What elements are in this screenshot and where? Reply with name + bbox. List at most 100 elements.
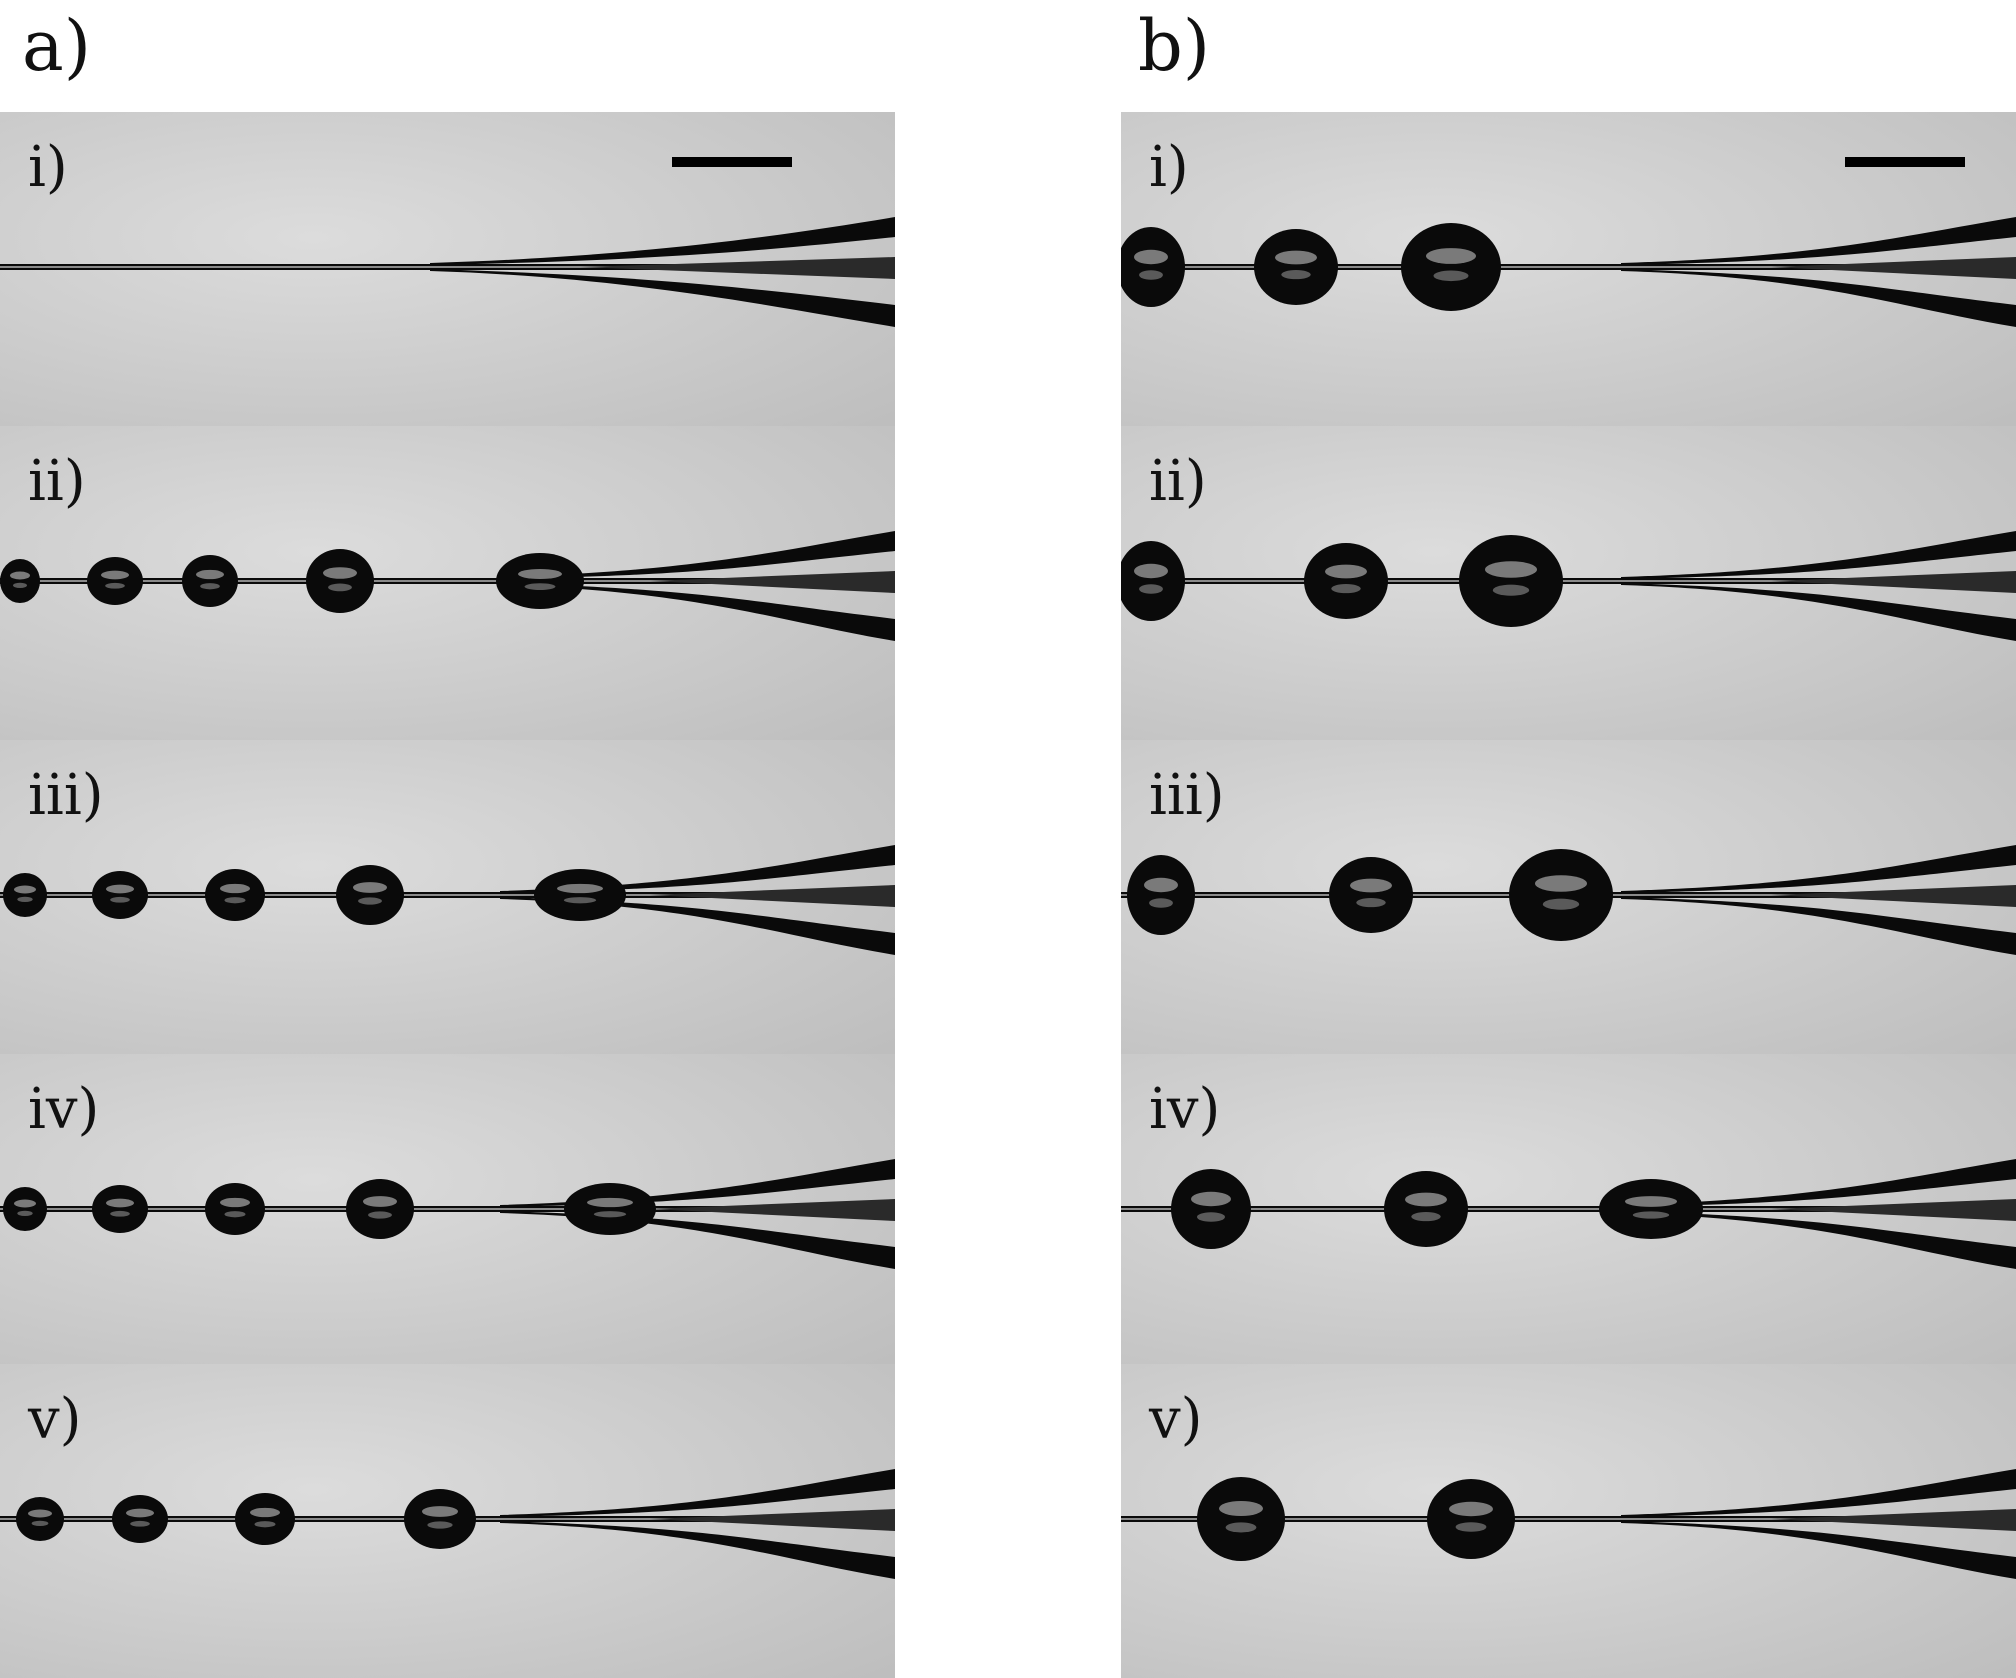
filament-image xyxy=(1121,1364,2016,1678)
filament-fan-lower xyxy=(1621,269,2016,327)
column-label-b: b) xyxy=(1138,5,1211,87)
bead xyxy=(1329,857,1413,933)
panel-b-ii: ii) xyxy=(1121,426,2016,740)
bead xyxy=(1254,229,1338,305)
bead xyxy=(1304,543,1388,619)
bead xyxy=(346,1179,414,1239)
panel-label: v) xyxy=(28,1387,82,1452)
panel-label: iii) xyxy=(28,763,104,828)
filament-fan-upper xyxy=(1621,217,2016,265)
filament-fan-middle xyxy=(650,571,895,593)
filament-highlight xyxy=(1121,1518,2016,1520)
filament-fan-lower xyxy=(1621,1521,2016,1579)
filament-fan-upper xyxy=(500,845,895,893)
bead xyxy=(1599,1179,1703,1239)
filament-fan-upper xyxy=(1621,531,2016,579)
filament-image xyxy=(0,740,895,1054)
filament-image xyxy=(0,1054,895,1368)
filament-fan-lower xyxy=(500,897,895,955)
filament-fan-upper xyxy=(1621,845,2016,893)
filament-fan-middle xyxy=(1771,1509,2016,1531)
panel-label: ii) xyxy=(1149,449,1207,514)
filament-fan-lower xyxy=(1621,1211,2016,1269)
panel-label: iii) xyxy=(1149,763,1225,828)
bead xyxy=(205,869,265,921)
filament-image xyxy=(1121,426,2016,740)
filament-fan-middle xyxy=(650,1509,895,1531)
filament-highlight xyxy=(0,894,895,896)
filament-fan-middle xyxy=(650,885,895,907)
filament-image xyxy=(0,426,895,740)
filament-highlight xyxy=(0,580,895,582)
filament-fan-lower xyxy=(500,1521,895,1579)
scale-bar xyxy=(672,157,792,167)
filament-highlight xyxy=(1121,1208,2016,1210)
bead xyxy=(1127,855,1195,935)
bead xyxy=(16,1497,64,1541)
filament-fan-middle xyxy=(650,1199,895,1221)
bead xyxy=(92,1185,148,1233)
panel-a-iv: iv) xyxy=(0,1054,895,1368)
panel-a-i: i) xyxy=(0,112,895,426)
filament-image xyxy=(0,1364,895,1678)
bead xyxy=(1121,541,1185,621)
bead xyxy=(404,1489,476,1549)
panel-b-i: i) xyxy=(1121,112,2016,426)
filament-fan-upper xyxy=(430,217,895,265)
panel-b-iii: iii) xyxy=(1121,740,2016,1054)
panel-a-iii: iii) xyxy=(0,740,895,1054)
panel-label: v) xyxy=(1149,1387,1203,1452)
bead xyxy=(534,869,626,921)
panel-a-ii: ii) xyxy=(0,426,895,740)
bead xyxy=(1197,1477,1285,1561)
filament-fan-upper xyxy=(500,531,895,579)
filament-fan-lower xyxy=(1621,897,2016,955)
panel-label: i) xyxy=(28,135,68,200)
bead xyxy=(1171,1169,1251,1249)
filament-fan-lower xyxy=(500,583,895,641)
bead xyxy=(235,1493,295,1545)
filament-highlight xyxy=(1121,580,2016,582)
filament-fan-lower xyxy=(1621,583,2016,641)
bead xyxy=(205,1183,265,1235)
bead xyxy=(1427,1479,1515,1559)
filament-fan-upper xyxy=(1621,1469,2016,1517)
scale-bar xyxy=(1845,157,1965,167)
filament-image xyxy=(1121,112,2016,426)
bead xyxy=(87,557,143,605)
panel-b-v: v) xyxy=(1121,1364,2016,1678)
filament-highlight xyxy=(0,266,895,268)
bead xyxy=(496,553,584,609)
filament-fan-middle xyxy=(580,257,895,279)
bead xyxy=(112,1495,168,1543)
filament-highlight xyxy=(0,1208,895,1210)
panel-b-iv: iv) xyxy=(1121,1054,2016,1368)
filament-fan-middle xyxy=(1771,257,2016,279)
bead xyxy=(1459,535,1563,627)
panel-label: iv) xyxy=(1149,1077,1221,1142)
bead xyxy=(1384,1171,1468,1247)
bead xyxy=(564,1183,656,1235)
filament-fan-upper xyxy=(1621,1159,2016,1207)
panel-label: iv) xyxy=(28,1077,100,1142)
filament-fan-upper xyxy=(500,1159,895,1207)
bead xyxy=(1509,849,1613,941)
filament-fan-upper xyxy=(500,1469,895,1517)
panel-label: ii) xyxy=(28,449,86,514)
bead xyxy=(0,559,40,603)
bead xyxy=(1121,227,1185,307)
filament-fan-lower xyxy=(430,269,895,327)
bead xyxy=(3,1187,47,1231)
column-label-a: a) xyxy=(22,5,92,87)
panel-a-v: v) xyxy=(0,1364,895,1678)
bead xyxy=(336,865,404,925)
bead xyxy=(306,549,374,613)
bead xyxy=(182,555,238,607)
bead xyxy=(3,873,47,917)
filament-image xyxy=(1121,1054,2016,1368)
bead xyxy=(92,871,148,919)
filament-fan-middle xyxy=(1771,885,2016,907)
filament-fan-lower xyxy=(500,1211,895,1269)
bead xyxy=(1401,223,1501,311)
filament-fan-middle xyxy=(1771,571,2016,593)
